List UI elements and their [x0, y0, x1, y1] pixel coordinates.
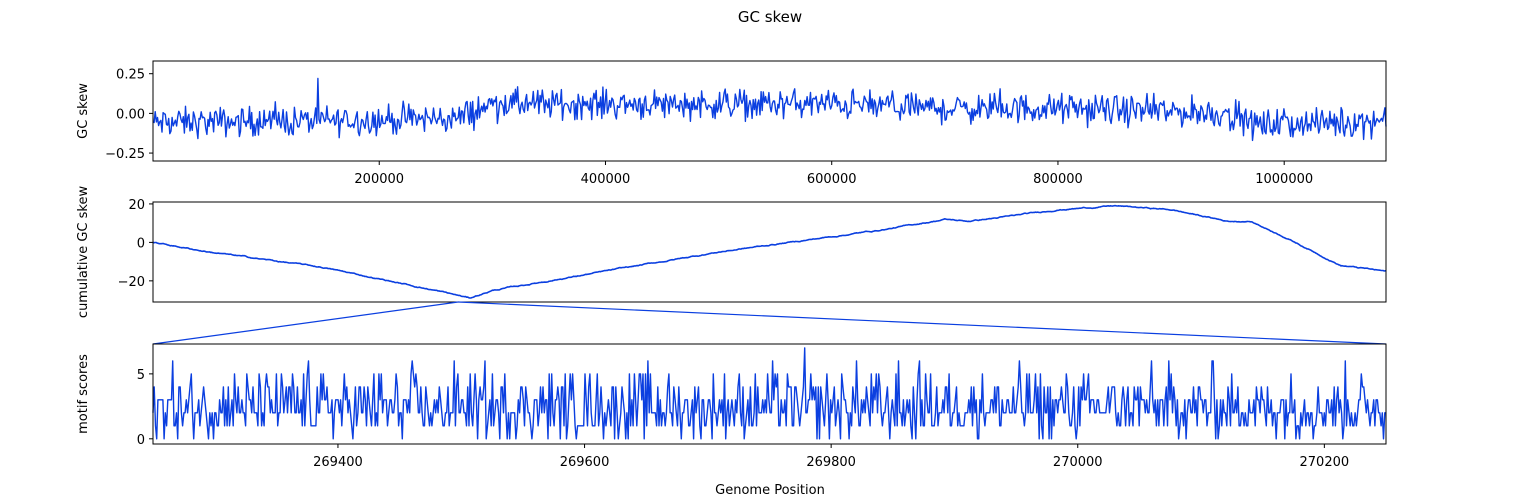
motif-scores-ylabel: motif scores [76, 354, 91, 434]
gc-skew-ytick-label: 0.25 [116, 68, 145, 83]
gc-skew-series-line [152, 77, 1387, 142]
gc-skew-xtick-label: 200000 [354, 172, 404, 187]
motif-scores-xtick-label: 269400 [313, 455, 363, 470]
motif-scores-axes-frame [152, 343, 1387, 445]
motif-scores-ticks: 0 5 269400 269600 269800 270000 270200 [137, 368, 1349, 470]
zoom-connector-left-line [152, 301, 459, 345]
gc-skew-xtick-label: 1000000 [1255, 172, 1313, 187]
motif-scores-series-line [152, 347, 1386, 440]
motif-scores-xtick-label: 269800 [806, 455, 856, 470]
gc-skew-ytick-label: 0.00 [116, 107, 145, 122]
cumulative-gc-skew-ytick-label: 0 [137, 236, 145, 251]
motif-scores-ytick-label: 0 [137, 433, 145, 448]
gc-skew-ytick-label: −0.25 [105, 147, 145, 162]
cumulative-gc-skew-series-line [152, 204, 1387, 299]
cumulative-gc-skew-plot-area [152, 201, 1387, 303]
motif-scores-plot-area [152, 343, 1387, 445]
x-axis-label: Genome Position [715, 483, 825, 498]
gc-skew-xtick-label: 800000 [1033, 172, 1083, 187]
zoom-connector [152, 301, 1387, 345]
cumulative-gc-skew-ticks: −20 0 20 [118, 198, 153, 290]
figure-title: GC skew [738, 8, 802, 26]
zoom-connector-right-line [458, 301, 1387, 345]
motif-scores-xtick-label: 269600 [560, 455, 610, 470]
gc-skew-panel: −0.25 0.00 0.25 200000 400000 600000 800000 100… [76, 60, 1387, 187]
cumulative-gc-skew-panel: −20 0 20 cumulative GC skew [76, 186, 1387, 319]
cumulative-gc-skew-ylabel: cumulative GC skew [76, 186, 91, 319]
gc-skew-ylabel: GC skew [76, 83, 91, 139]
gc-skew-xtick-label: 400000 [581, 172, 631, 187]
gc-skew-xtick-label: 600000 [807, 172, 857, 187]
gc-skew-ticks: −0.25 0.00 0.25 200000 400000 600000 800000 100… [105, 68, 1313, 187]
gc-skew-plot-area [152, 60, 1387, 162]
gc-skew-axes-frame [152, 60, 1387, 162]
cumulative-gc-skew-axes-frame [152, 201, 1387, 303]
motif-scores-xtick-label: 270000 [1053, 455, 1103, 470]
motif-scores-panel: 0 5 269400 269600 269800 270000 270200 motif s… [76, 343, 1387, 470]
motif-scores-xtick-label: 270200 [1300, 455, 1350, 470]
cumulative-gc-skew-ytick-label: 20 [128, 198, 145, 213]
motif-scores-ytick-label: 5 [137, 368, 145, 383]
cumulative-gc-skew-ytick-label: −20 [118, 275, 145, 290]
